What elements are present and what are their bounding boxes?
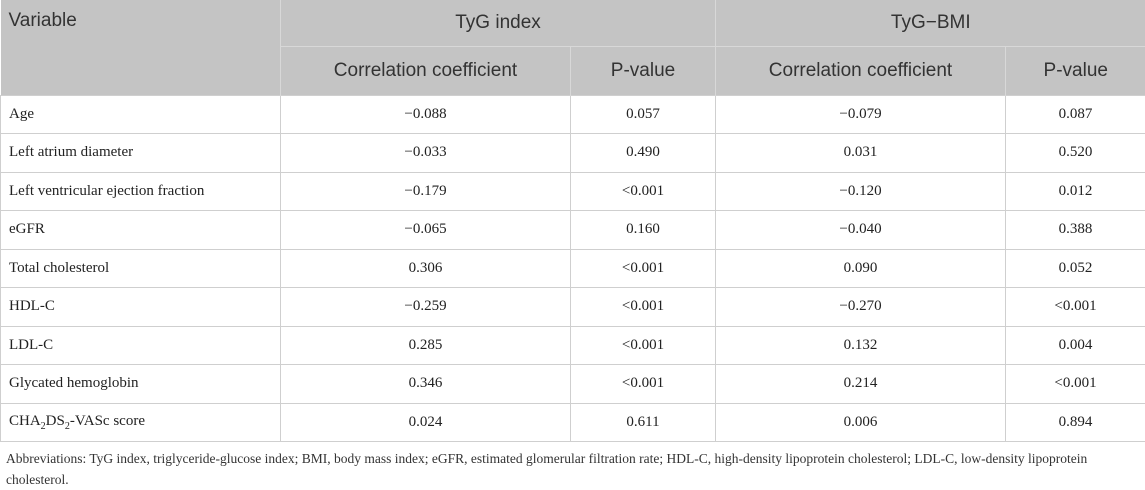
value-cell: −0.065 xyxy=(281,211,571,250)
value-cell: −0.259 xyxy=(281,288,571,327)
sub-header: Correlation coefficient xyxy=(716,46,1006,95)
sub-header: P-value xyxy=(571,46,716,95)
value-cell: <0.001 xyxy=(1006,365,1145,404)
correlation-table: Variable TyG index TyG−BMI Correlation c… xyxy=(0,0,1145,442)
variable-cell: eGFR xyxy=(1,211,281,250)
value-cell: 0.611 xyxy=(571,403,716,442)
value-cell: −0.040 xyxy=(716,211,1006,250)
value-cell: 0.052 xyxy=(1006,249,1145,288)
table-row: HDL-C−0.259<0.001−0.270<0.001 xyxy=(1,288,1145,327)
footnote: Abbreviations: TyG index, triglyceride-g… xyxy=(0,442,1145,490)
group-header: TyG index xyxy=(281,0,716,46)
variable-cell: HDL-C xyxy=(1,288,281,327)
value-cell: −0.079 xyxy=(716,95,1006,134)
value-cell: 0.894 xyxy=(1006,403,1145,442)
value-cell: 0.031 xyxy=(716,134,1006,173)
value-cell: 0.090 xyxy=(716,249,1006,288)
value-cell: 0.004 xyxy=(1006,326,1145,365)
value-cell: 0.306 xyxy=(281,249,571,288)
value-cell: 0.057 xyxy=(571,95,716,134)
value-cell: 0.285 xyxy=(281,326,571,365)
value-cell: 0.024 xyxy=(281,403,571,442)
text-segment: CHA xyxy=(9,413,41,429)
value-cell: 0.214 xyxy=(716,365,1006,404)
value-cell: −0.120 xyxy=(716,172,1006,211)
text-segment: DS xyxy=(46,413,65,429)
variable-cell: Left ventricular ejection fraction xyxy=(1,172,281,211)
value-cell: 0.160 xyxy=(571,211,716,250)
value-cell: 0.520 xyxy=(1006,134,1145,173)
value-cell: 0.012 xyxy=(1006,172,1145,211)
value-cell: <0.001 xyxy=(571,172,716,211)
value-cell: 0.132 xyxy=(716,326,1006,365)
value-cell: 0.346 xyxy=(281,365,571,404)
variable-cell: Total cholesterol xyxy=(1,249,281,288)
value-cell: 0.388 xyxy=(1006,211,1145,250)
variable-cell: CHA2DS2-VASc score xyxy=(1,403,281,442)
value-cell: <0.001 xyxy=(1006,288,1145,327)
value-cell: 0.087 xyxy=(1006,95,1145,134)
header-cell: Variable xyxy=(1,0,281,95)
variable-cell: LDL-C xyxy=(1,326,281,365)
value-cell: <0.001 xyxy=(571,365,716,404)
sub-header: Correlation coefficient xyxy=(281,46,571,95)
value-cell: <0.001 xyxy=(571,288,716,327)
value-cell: −0.179 xyxy=(281,172,571,211)
value-cell: −0.088 xyxy=(281,95,571,134)
table-row: Left ventricular ejection fraction−0.179… xyxy=(1,172,1145,211)
value-cell: 0.490 xyxy=(571,134,716,173)
variable-cell: Glycated hemoglobin xyxy=(1,365,281,404)
value-cell: −0.033 xyxy=(281,134,571,173)
variable-cell: Left atrium diameter xyxy=(1,134,281,173)
value-cell: <0.001 xyxy=(571,326,716,365)
text-segment: -VASc score xyxy=(70,413,145,429)
value-cell: 0.006 xyxy=(716,403,1006,442)
value-cell: <0.001 xyxy=(571,249,716,288)
group-header: TyG−BMI xyxy=(716,0,1145,46)
sub-header: P-value xyxy=(1006,46,1145,95)
value-cell: −0.270 xyxy=(716,288,1006,327)
variable-cell: Age xyxy=(1,95,281,134)
